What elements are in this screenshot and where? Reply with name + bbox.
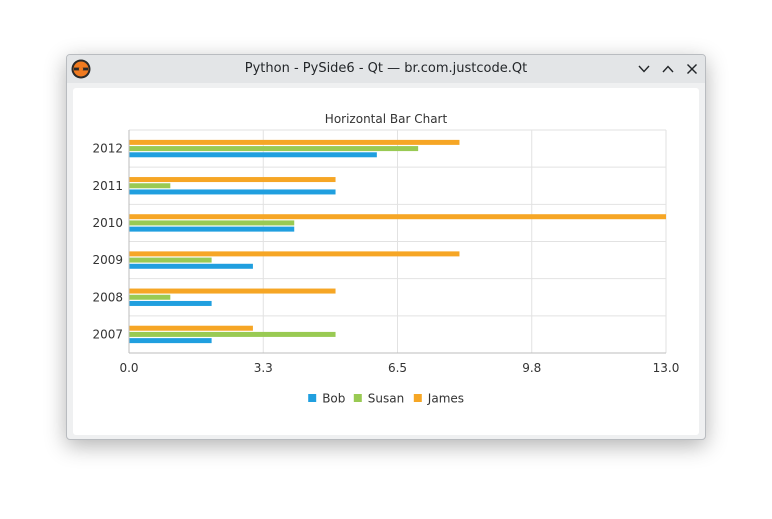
bar-susan-2011 <box>129 183 171 189</box>
chart-title: Horizontal Bar Chart <box>325 112 448 126</box>
bar-susan-2007 <box>129 331 336 337</box>
y-tick-label: 2012 <box>92 142 123 156</box>
y-tick-label: 2007 <box>92 327 123 341</box>
app-window: Python - PySide6 - Qt — br.com.justcode.… <box>66 54 706 440</box>
bar-susan-2012 <box>129 146 419 152</box>
python-logo-icon[interactable] <box>71 59 91 79</box>
chart-grid <box>128 129 667 354</box>
bar-james-2011 <box>129 177 336 183</box>
bar-bob-2012 <box>129 152 377 158</box>
bar-bob-2009 <box>129 263 253 269</box>
legend-label-bob: Bob <box>322 392 345 406</box>
x-tick-label: 3.3 <box>254 361 273 375</box>
maximize-icon[interactable] <box>660 61 676 77</box>
close-icon[interactable] <box>684 61 700 77</box>
bar-james-2012 <box>129 139 460 145</box>
title-bar[interactable]: Python - PySide6 - Qt — br.com.justcode.… <box>67 55 705 83</box>
legend-swatch-susan <box>353 394 362 402</box>
legend-label-james: James <box>427 392 464 406</box>
x-axis-labels: 0.0 3.3 6.5 9.8 13.0 <box>119 361 679 375</box>
minimize-icon[interactable] <box>636 61 652 77</box>
bar-james-2010 <box>129 214 666 220</box>
horizontal-bar-chart: Horizontal Bar Chart 2007 2008 2009 2010 201… <box>92 112 679 406</box>
y-tick-label: 2008 <box>92 290 123 304</box>
bar-bob-2008 <box>129 300 212 306</box>
bar-bob-2010 <box>129 226 295 232</box>
chart-legend: Bob Susan James <box>308 392 464 406</box>
bar-bob-2007 <box>129 338 212 344</box>
bar-susan-2008 <box>129 294 171 300</box>
bar-susan-2009 <box>129 257 212 263</box>
x-tick-label: 13.0 <box>653 361 680 375</box>
y-tick-label: 2009 <box>92 253 123 267</box>
bar-james-2008 <box>129 288 336 294</box>
bar-bob-2011 <box>129 189 336 195</box>
legend-swatch-bob <box>308 394 317 402</box>
window-title: Python - PySide6 - Qt — br.com.justcode.… <box>244 61 528 76</box>
y-tick-label: 2011 <box>92 179 123 193</box>
y-axis-labels: 2007 2008 2009 2010 2011 2012 <box>92 142 123 342</box>
x-tick-label: 6.5 <box>388 361 407 375</box>
bar-james-2007 <box>129 325 253 331</box>
chart-view: Horizontal Bar Chart 2007 2008 2009 2010 201… <box>73 88 699 435</box>
legend-swatch-james <box>413 394 422 402</box>
bar-james-2009 <box>129 251 460 257</box>
x-tick-label: 9.8 <box>522 361 541 375</box>
chart-axes <box>128 130 666 354</box>
x-tick-label: 0.0 <box>119 361 138 375</box>
legend-label-susan: Susan <box>368 392 404 406</box>
bar-susan-2010 <box>129 220 295 226</box>
chart-bars <box>129 139 666 344</box>
y-tick-label: 2010 <box>92 216 123 230</box>
